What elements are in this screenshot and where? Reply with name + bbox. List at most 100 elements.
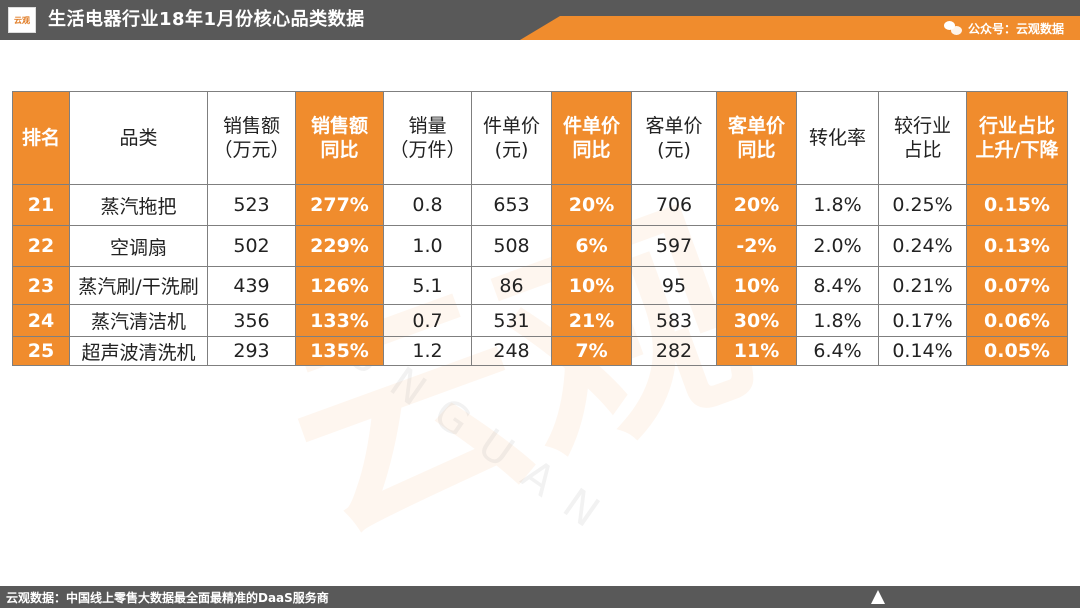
cell-volume: 1.0 (383, 225, 472, 267)
header-unit-price-yoy-line2: 同比 (572, 139, 611, 161)
cell-sales-yoy: 135% (295, 336, 384, 366)
header-order-price-yoy: 客单价 同比 (716, 91, 797, 185)
cell-sales: 293 (207, 336, 296, 366)
cell-conversion: 1.8% (796, 304, 879, 337)
cell-conversion: 2.0% (796, 225, 879, 267)
table-row: 21 蒸汽拖把 523 277% 0.8 653 20% 706 20% 1.8% 0.25% 0.1… (12, 184, 1068, 226)
cell-share: 0.14% (878, 336, 967, 366)
header-unit-price: 件单价 (元) (471, 91, 552, 185)
cell-order-price: 95 (631, 266, 717, 305)
header-share: 较行业 占比 (878, 91, 967, 185)
cell-conversion: 6.4% (796, 336, 879, 366)
header-rank-line1: 排名 (21, 127, 60, 149)
header-order-price-yoy-line2: 同比 (737, 139, 776, 161)
table-row: 23 蒸汽刷/干洗刷 439 126% 5.1 86 10% 95 10% 8.4% 0.21% 0.… (12, 266, 1068, 305)
cell-conversion: 8.4% (796, 266, 879, 305)
cell-sales-yoy: 229% (295, 225, 384, 267)
cell-unit-price-yoy: 20% (551, 184, 632, 226)
cell-rank: 24 (12, 304, 70, 337)
cell-share: 0.24% (878, 225, 967, 267)
cell-order-price: 282 (631, 336, 717, 366)
header-order-price: 客单价 (元) (631, 91, 717, 185)
cell-conversion: 1.8% (796, 184, 879, 226)
cell-order-price: 706 (631, 184, 717, 226)
header-sales-yoy-line2: 同比 (320, 139, 359, 161)
header-conversion-line1: 转化率 (808, 127, 866, 149)
cell-share: 0.21% (878, 266, 967, 305)
cell-sales: 523 (207, 184, 296, 226)
cell-share-change: 0.06% (966, 304, 1068, 337)
wechat-icon (943, 21, 962, 35)
cell-unit-price: 86 (471, 266, 552, 305)
cell-share-change: 0.07% (966, 266, 1068, 305)
logo-text: 云观 (14, 15, 30, 25)
cell-rank: 22 (12, 225, 70, 267)
header-sales: 销售额 （万元） (207, 91, 296, 185)
header-sales-line1: 销售额 (222, 115, 280, 137)
cell-sales: 356 (207, 304, 296, 337)
cell-unit-price: 508 (471, 225, 552, 267)
cell-volume: 5.1 (383, 266, 472, 305)
header-share-line2: 占比 (903, 139, 942, 161)
header-share-change-line1: 行业占比 (978, 115, 1055, 137)
header-unit-price-line1: 件单价 (482, 115, 540, 137)
cell-category: 蒸汽清洁机 (69, 304, 208, 337)
header-order-price-yoy-line1: 客单价 (727, 115, 785, 137)
cell-unit-price-yoy: 6% (551, 225, 632, 267)
cell-order-price-yoy: -2% (716, 225, 797, 267)
cell-unit-price-yoy: 10% (551, 266, 632, 305)
cell-rank: 23 (12, 266, 70, 305)
cell-unit-price: 653 (471, 184, 552, 226)
cell-category: 蒸汽拖把 (69, 184, 208, 226)
logo: 云观 (8, 7, 36, 33)
cell-sales-yoy: 133% (295, 304, 384, 337)
header-accent-stripe (520, 16, 1080, 40)
cell-category: 空调扇 (69, 225, 208, 267)
cell-order-price: 583 (631, 304, 717, 337)
header-volume-line1: 销量 (408, 115, 447, 137)
cell-volume: 0.7 (383, 304, 472, 337)
cell-unit-price-yoy: 21% (551, 304, 632, 337)
footer-bar: 云观数据：中国线上零售大数据最全面最精准的DaaS服务商 (0, 586, 1080, 608)
cell-share-change: 0.05% (966, 336, 1068, 366)
category-data-table: 排名 品类 销售额 （万元） 销售额 同比 销量 （万件） 件单价 (元) 件单价 同比 客单价 (元) 客… (12, 91, 1068, 366)
cell-unit-price-yoy: 7% (551, 336, 632, 366)
header-rank: 排名 (12, 91, 70, 185)
header-share-line1: 较行业 (893, 115, 951, 137)
header-conversion: 转化率 (796, 91, 879, 185)
page-title: 生活电器行业18年1月份核心品类数据 (48, 9, 365, 30)
header-unit-price-yoy: 件单价 同比 (551, 91, 632, 185)
cell-sales: 502 (207, 225, 296, 267)
cell-sales-yoy: 277% (295, 184, 384, 226)
header-order-price-line1: 客单价 (645, 115, 703, 137)
cell-order-price-yoy: 11% (716, 336, 797, 366)
cell-order-price-yoy: 30% (716, 304, 797, 337)
cell-unit-price: 531 (471, 304, 552, 337)
header-category-line1: 品类 (119, 127, 158, 149)
cell-share-change: 0.13% (966, 225, 1068, 267)
header-sales-line2: （万元） (213, 139, 290, 161)
header-unit-price-line2: (元) (494, 139, 529, 161)
table-row: 24 蒸汽清洁机 356 133% 0.7 531 21% 583 30% 1.8% 0.17% 0.… (12, 304, 1068, 337)
wechat-account: 公众号：云观数据 (943, 16, 1064, 40)
cell-share-change: 0.15% (966, 184, 1068, 226)
cell-order-price-yoy: 20% (716, 184, 797, 226)
cell-unit-price: 248 (471, 336, 552, 366)
header-volume-line2: （万件） (389, 139, 466, 161)
cell-category: 超声波清洗机 (69, 336, 208, 366)
cell-share: 0.17% (878, 304, 967, 337)
footer-text: 云观数据：中国线上零售大数据最全面最精准的DaaS服务商 (6, 591, 329, 605)
table-header-row: 排名 品类 销售额 （万元） 销售额 同比 销量 （万件） 件单价 (元) 件单价 同比 客单价 (元) 客… (12, 91, 1068, 185)
header-share-change: 行业占比 上升/下降 (966, 91, 1068, 185)
header-sales-yoy-line1: 销售额 (310, 115, 368, 137)
cell-order-price: 597 (631, 225, 717, 267)
table-row: 25 超声波清洗机 293 135% 1.2 248 7% 282 11% 6.4% 0.14% 0.… (12, 336, 1068, 366)
header-sales-yoy: 销售额 同比 (295, 91, 384, 185)
cell-sales-yoy: 126% (295, 266, 384, 305)
header-share-change-line2: 上升/下降 (975, 139, 1059, 161)
cell-sales: 439 (207, 266, 296, 305)
cell-order-price-yoy: 10% (716, 266, 797, 305)
cell-volume: 1.2 (383, 336, 472, 366)
cell-volume: 0.8 (383, 184, 472, 226)
wechat-label: 公众号：云观数据 (967, 21, 1064, 36)
